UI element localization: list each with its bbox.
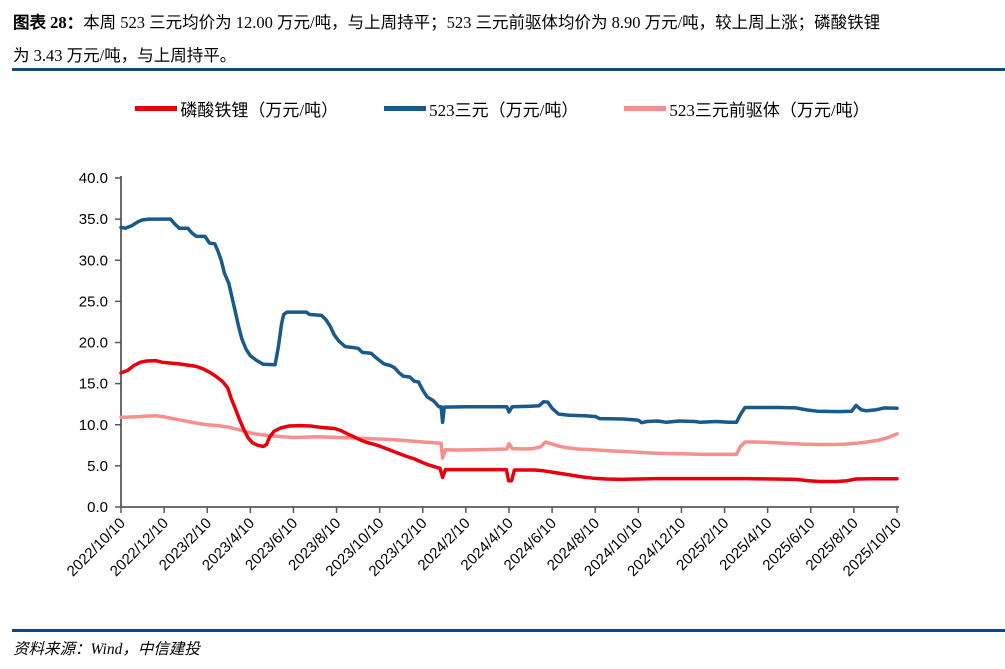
legend-swatch-precursor xyxy=(624,106,667,111)
y-tick-label: 30.0 xyxy=(79,252,108,269)
legend-label-lfp: 磷酸铁锂（万元/吨） xyxy=(180,101,339,120)
y-tick-label: 25.0 xyxy=(79,293,108,310)
legend-item-precursor: 523三元前驱体（万元/吨） xyxy=(624,96,870,121)
legend-label-precursor: 523三元前驱体（万元/吨） xyxy=(669,101,870,120)
figure-title-text: 本周 523 三元均价为 12.00 万元/吨，与上周持平；523 三元前驱体均… xyxy=(83,13,881,32)
y-tick-label: 0.0 xyxy=(87,499,108,516)
y-tick-label: 10.0 xyxy=(79,417,108,434)
title-divider-rule xyxy=(12,68,1005,71)
y-tick-label: 35.0 xyxy=(79,211,108,228)
figure-number: 图表 28： xyxy=(13,13,84,32)
chart-legend: 磷酸铁锂（万元/吨） 523三元（万元/吨） 523三元前驱体（万元/吨） xyxy=(0,96,1005,121)
legend-label-ncm523: 523三元（万元/吨） xyxy=(429,101,579,120)
y-tick-label: 20.0 xyxy=(79,335,108,352)
figure-title-line2: 为 3.43 万元/吨，与上周持平。 xyxy=(13,46,237,65)
legend-item-ncm523: 523三元（万元/吨） xyxy=(384,96,578,121)
legend-swatch-lfp xyxy=(135,106,178,111)
y-tick-label: 15.0 xyxy=(79,376,108,393)
y-tick-label: 5.0 xyxy=(87,458,108,475)
figure-title-line1: 图表 28：本周 523 三元均价为 12.00 万元/吨，与上周持平；523 … xyxy=(13,6,998,39)
footer-divider-rule xyxy=(12,629,1005,632)
series-line-lfp xyxy=(119,358,899,484)
series-line-precursor-523 xyxy=(119,413,899,460)
legend-item-lfp: 磷酸铁锂（万元/吨） xyxy=(135,96,338,121)
source-note: 资料来源：Wind，中信建投 xyxy=(13,641,200,658)
y-tick-label: 40.0 xyxy=(79,170,108,187)
figure-title: 图表 28：本周 523 三元均价为 12.00 万元/吨，与上周持平；523 … xyxy=(13,6,998,72)
legend-swatch-ncm523 xyxy=(384,106,427,111)
series-line-ncm-523 xyxy=(119,217,899,425)
